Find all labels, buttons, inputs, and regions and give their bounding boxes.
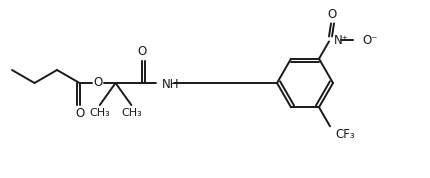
Text: CH₃: CH₃: [89, 108, 110, 118]
Text: O: O: [93, 77, 102, 90]
Text: N⁺: N⁺: [333, 34, 348, 47]
Text: CF₃: CF₃: [334, 128, 354, 141]
Text: O: O: [137, 46, 146, 59]
Text: O⁻: O⁻: [361, 34, 377, 47]
Text: CH₃: CH₃: [121, 108, 141, 118]
Text: NH: NH: [161, 78, 178, 91]
Text: O: O: [75, 108, 84, 121]
Text: O: O: [327, 8, 336, 21]
